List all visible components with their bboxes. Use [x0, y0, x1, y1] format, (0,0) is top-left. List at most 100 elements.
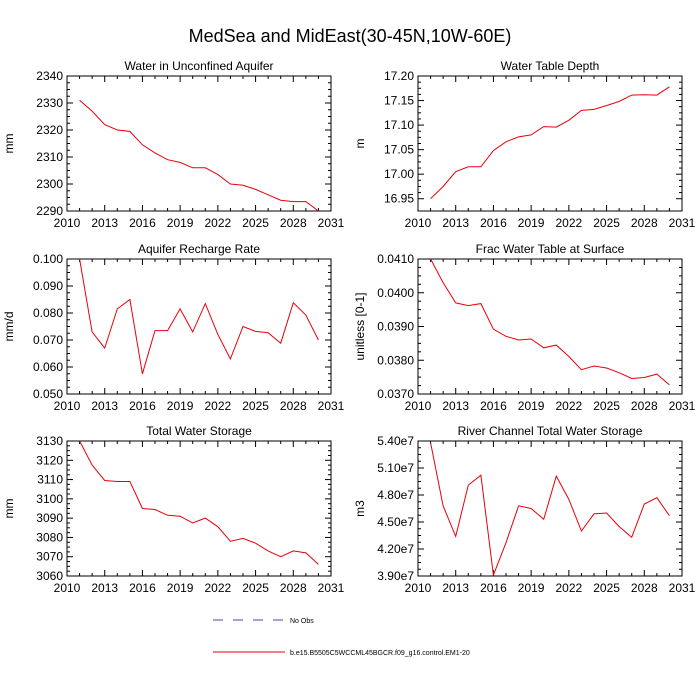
series-line — [79, 440, 319, 565]
y-axis-label: mm — [2, 134, 16, 154]
y-axis-label: mm — [2, 499, 16, 519]
series-line — [79, 99, 319, 212]
y-tick-label: 5.10e7 — [377, 461, 414, 475]
chart-title: Water in Unconfined Aquifer — [125, 59, 274, 73]
y-tick-label: 0.0370 — [377, 387, 414, 401]
y-tick-label: 17.10 — [384, 118, 414, 132]
series-line — [430, 86, 670, 200]
plot-frame — [417, 75, 683, 212]
chart-title: Frac Water Table at Surface — [476, 242, 625, 256]
x-tick-label: 2028 — [631, 581, 658, 595]
x-tick-label: 2010 — [54, 216, 81, 230]
x-tick-label: 2010 — [405, 399, 432, 413]
x-tick-label: 2025 — [593, 399, 620, 413]
chart-panel-6: River Channel Total Water Storage 3.90e7 4… — [353, 424, 696, 595]
y-axis-label: m — [353, 139, 367, 149]
y-tick-label: 0.050 — [33, 387, 63, 401]
x-tick-label: 2025 — [593, 581, 620, 595]
y-tick-label: 0.0390 — [377, 320, 414, 334]
x-tick-label: 2013 — [442, 399, 469, 413]
plot-frame — [66, 258, 332, 395]
chart-panel-5: Total Water Storage 3060 3070 3080 3090 3100 3… — [2, 424, 345, 595]
y-tick-label: 17.05 — [384, 143, 414, 157]
x-tick-label: 2022 — [205, 216, 232, 230]
x-tick-label: 2019 — [167, 216, 194, 230]
x-tick-label: 2016 — [480, 216, 507, 230]
series-line — [430, 442, 670, 576]
series-line — [79, 258, 319, 374]
chart-panel-4: Frac Water Table at Surface 0.0370 0.0380 0… — [353, 242, 696, 413]
x-tick-label: 2013 — [91, 216, 118, 230]
x-tick-label: 2031 — [669, 399, 696, 413]
chart-title: Total Water Storage — [146, 424, 252, 438]
legend: No Obs b.e15.B5505C5WCCML45BGCR.f09_g16.… — [213, 618, 470, 657]
x-tick-label: 2028 — [280, 216, 307, 230]
y-tick-label: 3110 — [37, 473, 63, 487]
y-tick-label: 2310 — [36, 150, 63, 164]
x-tick-label: 2031 — [318, 216, 345, 230]
x-tick-label: 2025 — [593, 216, 620, 230]
y-tick-label: 17.00 — [384, 167, 414, 181]
x-tick-label: 2019 — [518, 399, 545, 413]
plot-frame — [66, 75, 332, 212]
chart-title: Water Table Depth — [501, 59, 600, 73]
y-tick-label: 0.090 — [33, 279, 63, 293]
x-tick-label: 2019 — [518, 581, 545, 595]
y-tick-label: 2320 — [36, 123, 63, 137]
x-tick-label: 2028 — [631, 399, 658, 413]
y-tick-label: 3090 — [36, 511, 63, 525]
y-tick-label: 4.20e7 — [377, 542, 414, 556]
plot-frame — [66, 440, 332, 577]
x-tick-label: 2016 — [480, 581, 507, 595]
x-tick-label: 2016 — [129, 581, 156, 595]
y-tick-label: 3100 — [36, 492, 63, 506]
figure-title: MedSea and MidEast(30-45N,10W-60E) — [189, 26, 512, 46]
x-tick-label: 2028 — [631, 216, 658, 230]
y-tick-label: 3120 — [36, 453, 63, 467]
x-tick-label: 2022 — [556, 399, 583, 413]
y-tick-label: 2330 — [36, 96, 63, 110]
y-tick-label: 0.0400 — [377, 286, 414, 300]
y-axis-label: unitless [0-1] — [353, 292, 367, 360]
x-tick-label: 2013 — [91, 399, 118, 413]
x-tick-label: 2028 — [280, 399, 307, 413]
legend-no-obs-label: No Obs — [290, 618, 314, 625]
x-tick-label: 2022 — [205, 581, 232, 595]
y-tick-label: 0.080 — [33, 306, 63, 320]
x-tick-label: 2022 — [556, 216, 583, 230]
legend-model-label: b.e15.B5505C5WCCML45BGCR.f09_g16.control… — [290, 650, 470, 657]
x-tick-label: 2013 — [442, 581, 469, 595]
y-tick-label: 3060 — [36, 569, 63, 583]
chart-panel-2: Water Table Depth 16.95 17.00 17.05 17.10 17.… — [353, 59, 696, 230]
y-tick-label: 0.100 — [33, 252, 63, 266]
x-tick-label: 2031 — [669, 581, 696, 595]
y-tick-label: 3130 — [36, 434, 63, 448]
x-tick-label: 2022 — [205, 399, 232, 413]
y-tick-label: 0.070 — [33, 333, 63, 347]
chart-panel-1: Water in Unconfined Aquifer 2290 2300 2310 2… — [2, 59, 345, 230]
x-tick-label: 2019 — [167, 581, 194, 595]
y-axis-label: m3 — [353, 500, 367, 517]
chart-panels: Water in Unconfined Aquifer 2290 2300 2310 2… — [2, 59, 696, 595]
chart-title: Aquifer Recharge Rate — [138, 242, 260, 256]
x-tick-label: 2025 — [242, 581, 269, 595]
x-tick-label: 2016 — [129, 399, 156, 413]
chart-panel-3: Aquifer Recharge Rate 0.050 0.060 0.070 0.08… — [2, 242, 345, 413]
x-tick-label: 2010 — [54, 399, 81, 413]
y-tick-label: 16.95 — [384, 192, 414, 206]
x-tick-label: 2016 — [129, 216, 156, 230]
x-tick-label: 2010 — [405, 581, 432, 595]
y-tick-label: 4.50e7 — [377, 515, 414, 529]
x-tick-label: 2025 — [242, 216, 269, 230]
x-tick-label: 2013 — [442, 216, 469, 230]
series-line — [430, 258, 670, 386]
y-tick-label: 3.90e7 — [377, 569, 414, 583]
x-tick-label: 2016 — [480, 399, 507, 413]
x-tick-label: 2013 — [91, 581, 118, 595]
x-tick-label: 2031 — [669, 216, 696, 230]
x-tick-label: 2031 — [318, 399, 345, 413]
x-tick-label: 2019 — [518, 216, 545, 230]
x-tick-label: 2010 — [405, 216, 432, 230]
